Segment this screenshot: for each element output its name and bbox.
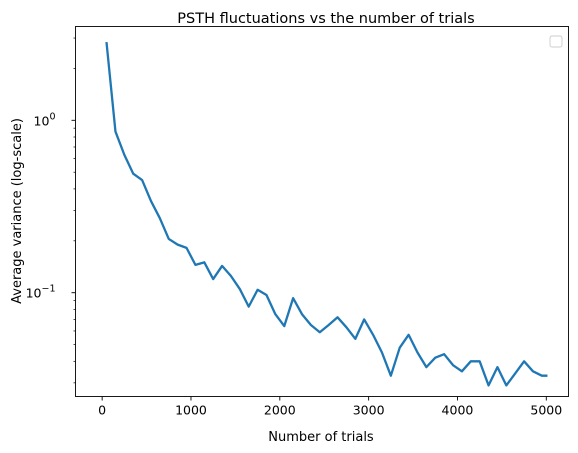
y-tick-base: 10 xyxy=(34,113,50,128)
y-tick-label: 10−1 xyxy=(26,284,56,301)
x-tick-label: 2000 xyxy=(264,403,296,418)
x-tick-label: 5000 xyxy=(530,403,562,418)
y-axis-label: Average variance (log-scale) xyxy=(10,118,25,304)
x-tick-label: 0 xyxy=(98,403,106,418)
x-axis-ticks: 0 1000 2000 3000 4000 5000 xyxy=(98,396,562,418)
y-tick-label: 100 xyxy=(34,111,56,128)
x-tick-label: 3000 xyxy=(353,403,385,418)
y-tick-exponent: 0 xyxy=(49,111,55,122)
x-axis-label: Number of trials xyxy=(268,430,374,445)
series-line-0 xyxy=(105,41,548,387)
x-tick-label: 4000 xyxy=(442,403,474,418)
x-tick-label: 1000 xyxy=(175,403,207,418)
y-tick-exponent: −1 xyxy=(41,284,55,295)
y-tick-base: 10 xyxy=(26,286,42,301)
plot-area xyxy=(105,41,548,387)
axes-frame xyxy=(75,26,569,397)
legend-box xyxy=(549,35,563,48)
chart-title: PSTH fluctuations vs the number of trial… xyxy=(177,11,474,27)
